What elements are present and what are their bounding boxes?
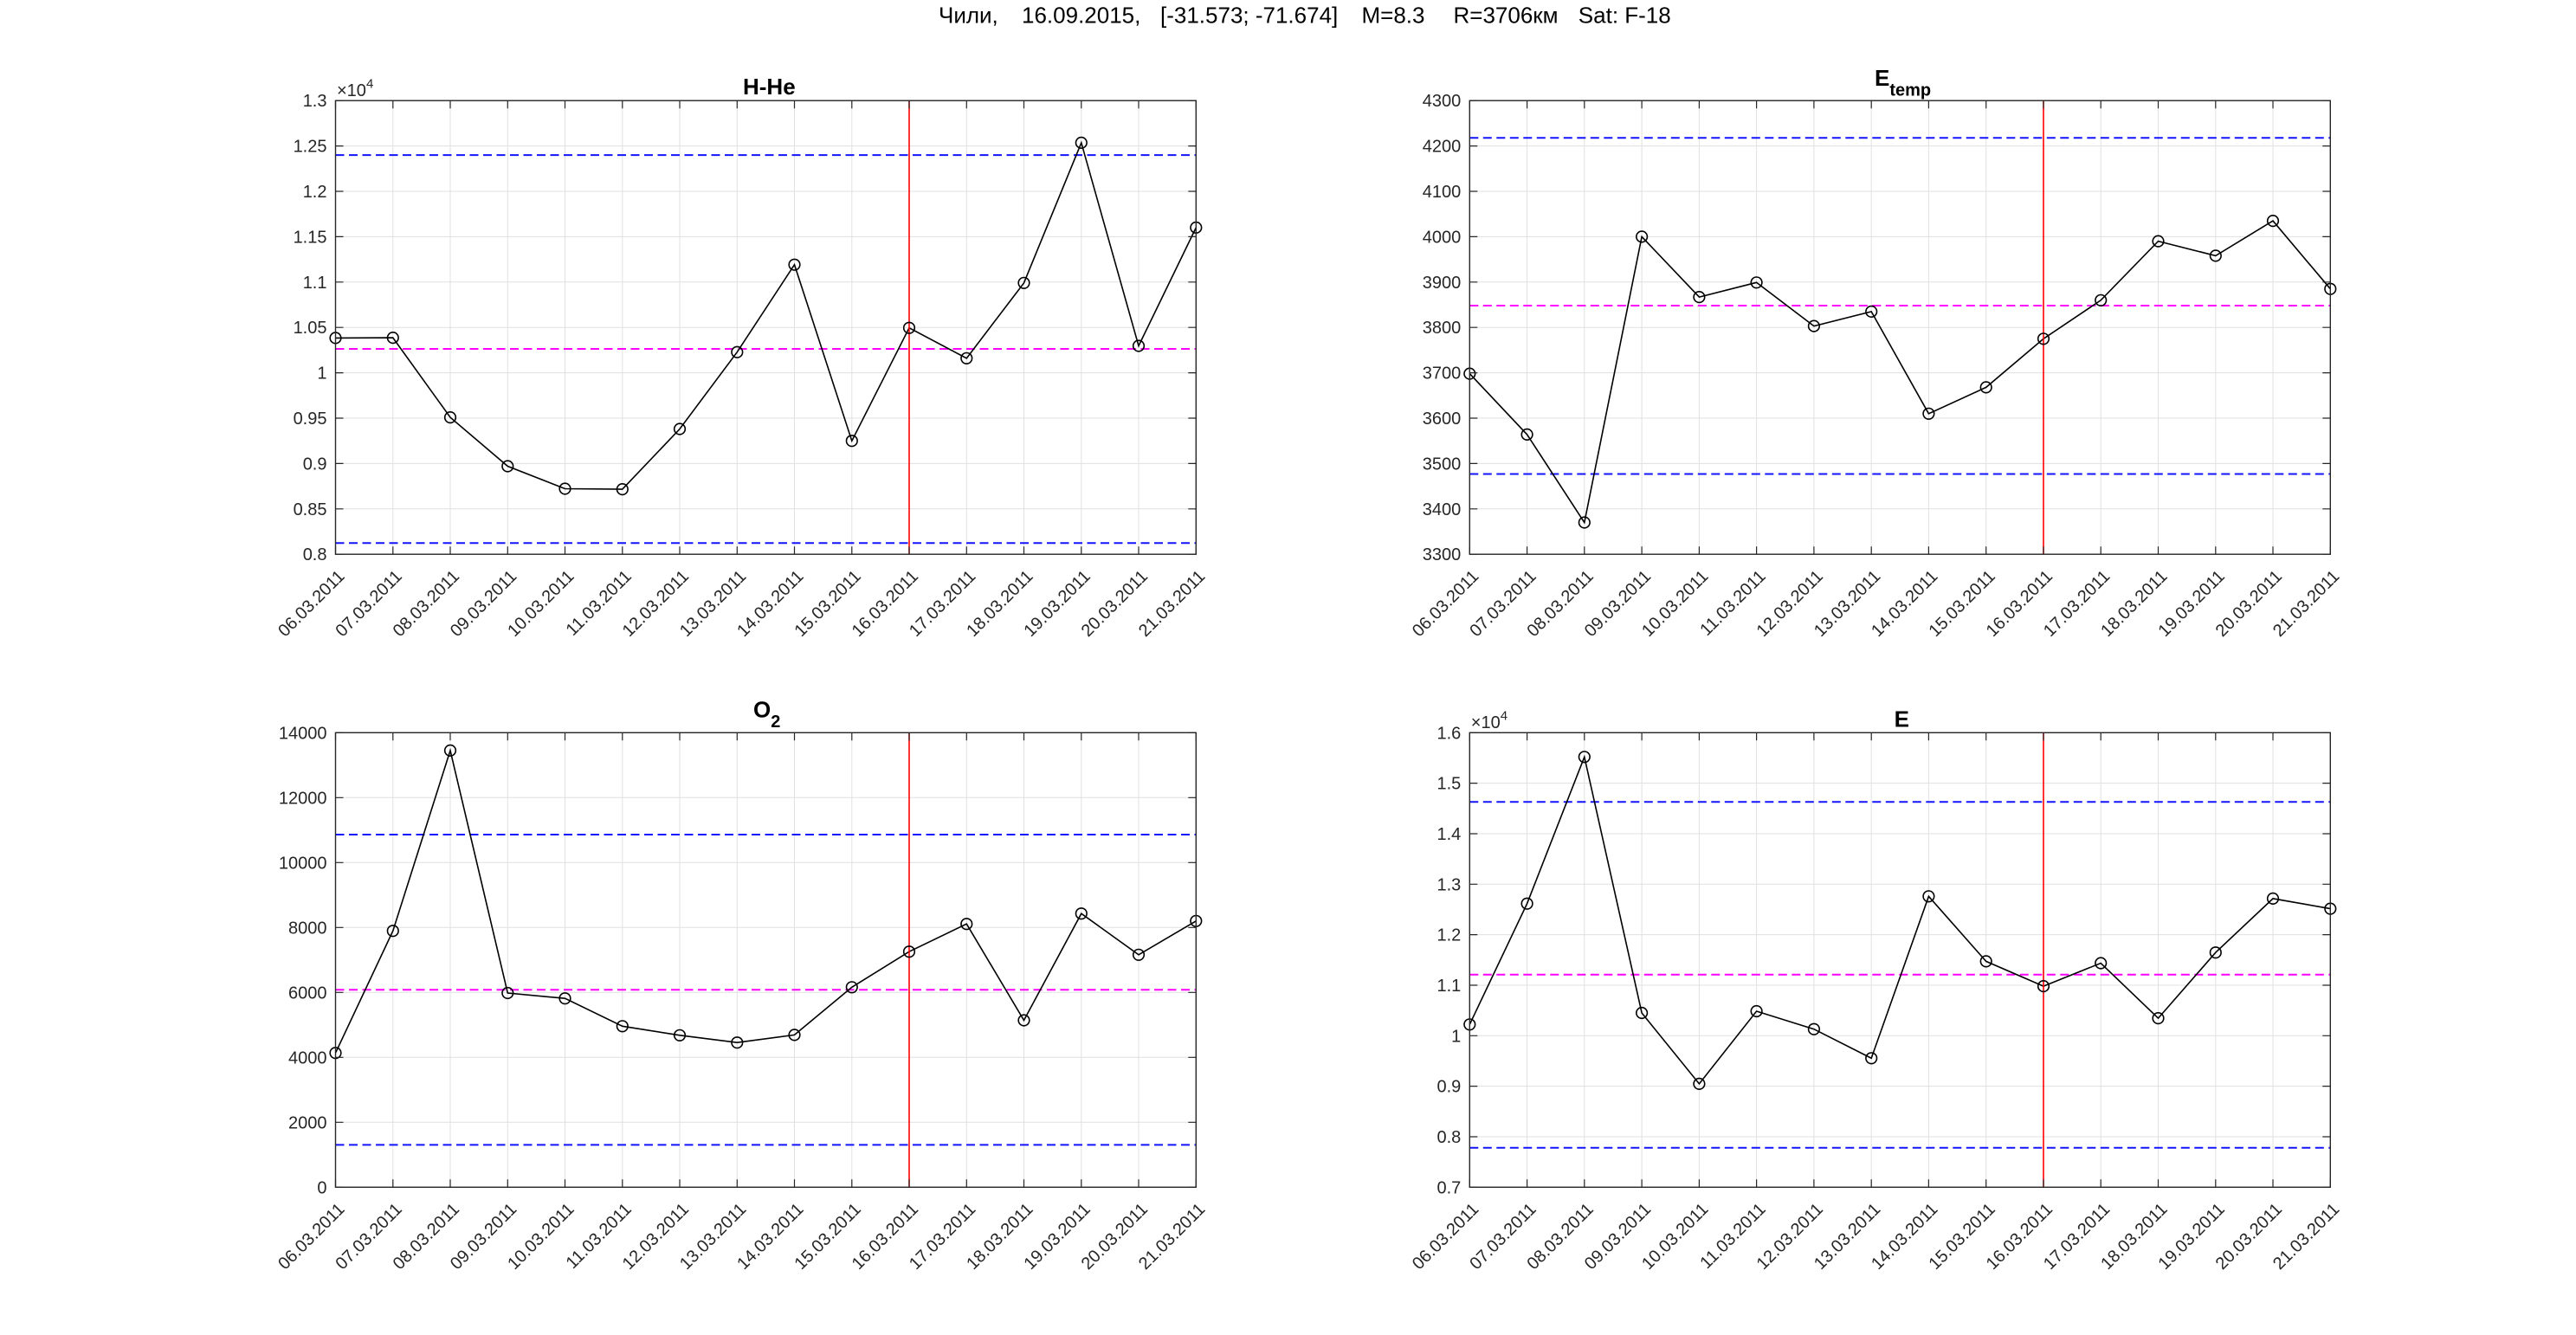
svg-text:1.1: 1.1 (303, 274, 327, 293)
svg-text:8000: 8000 (288, 919, 327, 938)
svg-text:1.6: 1.6 (1436, 724, 1461, 743)
svg-text:3300: 3300 (1423, 545, 1462, 564)
svg-text:1.15: 1.15 (294, 228, 327, 247)
svg-text:1: 1 (317, 364, 326, 384)
svg-text:1.5: 1.5 (1436, 775, 1461, 794)
svg-text:1.3: 1.3 (1436, 875, 1461, 894)
svg-text:1.2: 1.2 (303, 183, 327, 202)
svg-text:0.8: 0.8 (1436, 1128, 1461, 1147)
svg-text:0: 0 (317, 1178, 326, 1197)
svg-text:1.2: 1.2 (1436, 926, 1461, 945)
svg-text:Чили,: Чили, (939, 3, 998, 29)
svg-text:3400: 3400 (1423, 500, 1462, 519)
svg-text:4000: 4000 (1423, 228, 1462, 247)
svg-text:12000: 12000 (279, 789, 327, 808)
svg-text:16.09.2015,: 16.09.2015, (1022, 3, 1140, 29)
svg-text:10000: 10000 (279, 854, 327, 873)
svg-text:1.1: 1.1 (1436, 977, 1461, 996)
svg-text:0.9: 0.9 (303, 455, 327, 474)
svg-text:0.85: 0.85 (294, 500, 327, 519)
svg-text:E: E (1895, 706, 1909, 732)
svg-text:2000: 2000 (288, 1113, 327, 1132)
svg-text:1.25: 1.25 (294, 138, 327, 157)
svg-text:4300: 4300 (1423, 92, 1462, 111)
svg-text:14000: 14000 (279, 724, 327, 743)
svg-text:3500: 3500 (1423, 455, 1462, 474)
svg-text:3600: 3600 (1423, 410, 1462, 429)
svg-text:1.3: 1.3 (303, 92, 327, 111)
svg-text:1: 1 (1451, 1027, 1461, 1046)
svg-text:3900: 3900 (1423, 274, 1462, 293)
svg-text:3700: 3700 (1423, 364, 1462, 384)
svg-text:Sat: F-18: Sat: F-18 (1579, 3, 1671, 29)
svg-text:1.05: 1.05 (294, 319, 327, 338)
svg-text:M=8.3: M=8.3 (1362, 3, 1425, 29)
svg-text:6000: 6000 (288, 984, 327, 1003)
svg-text:4000: 4000 (288, 1048, 327, 1067)
svg-text:0.8: 0.8 (303, 545, 327, 564)
svg-text:4100: 4100 (1423, 183, 1462, 202)
svg-text:4200: 4200 (1423, 138, 1462, 157)
svg-text:1.4: 1.4 (1436, 825, 1461, 844)
svg-text:0.95: 0.95 (294, 410, 327, 429)
svg-text:H-He: H-He (743, 74, 796, 100)
svg-text:[-31.573; -71.674]: [-31.573; -71.674] (1160, 3, 1338, 29)
svg-text:3800: 3800 (1423, 319, 1462, 338)
svg-text:0.7: 0.7 (1436, 1178, 1461, 1197)
svg-text:0.9: 0.9 (1436, 1078, 1461, 1097)
svg-text:R=3706км: R=3706км (1454, 3, 1559, 29)
